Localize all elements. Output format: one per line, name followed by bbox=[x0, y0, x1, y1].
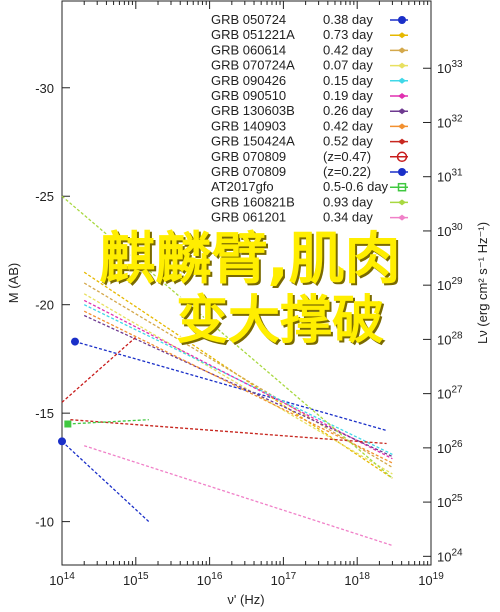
y-right-tick-label: 1031 bbox=[437, 168, 463, 185]
legend-swatch-marker bbox=[398, 123, 406, 130]
y-right-tick-label: 1033 bbox=[437, 59, 463, 76]
series-line bbox=[83, 271, 393, 479]
series-line bbox=[74, 340, 387, 432]
legend-label: GRB 051221A bbox=[211, 27, 295, 42]
y-axis-left-label: M (AB) bbox=[6, 263, 21, 303]
series-line bbox=[61, 336, 137, 403]
legend-value: 0.52 day bbox=[323, 134, 373, 149]
y-tick-label: -15 bbox=[35, 406, 54, 421]
x-axis-ticks: 1014 1015 1016 1017 1018 1019 bbox=[49, 1, 444, 588]
y-right-tick-label: 1026 bbox=[437, 439, 463, 456]
legend-swatch-marker bbox=[398, 214, 406, 221]
y-tick-label: -30 bbox=[35, 81, 54, 96]
x-tick-label: 1018 bbox=[344, 571, 370, 588]
y-right-tick-label: 1028 bbox=[437, 330, 463, 347]
x-tick-label: 1014 bbox=[49, 571, 75, 588]
legend-label: GRB 070809 bbox=[211, 164, 286, 179]
legend-swatch-marker bbox=[398, 138, 406, 145]
legend-label: GRB 090426 bbox=[211, 73, 286, 88]
y-tick-label: -10 bbox=[35, 515, 54, 530]
series-line bbox=[83, 445, 393, 547]
legend-swatch-marker bbox=[398, 32, 406, 39]
series-line bbox=[61, 195, 393, 479]
x-axis-label: ν' (Hz) bbox=[227, 592, 264, 607]
y-axis-right-label: Lν (erg cm² s⁻¹ Hz⁻¹) bbox=[475, 222, 490, 344]
x-tick-label: 1015 bbox=[123, 571, 149, 588]
series-line bbox=[83, 299, 393, 460]
y-right-tick-label: 1030 bbox=[437, 222, 463, 239]
series-line bbox=[67, 419, 149, 425]
legend-swatch-marker bbox=[398, 108, 406, 115]
series-line bbox=[83, 293, 393, 475]
legend-swatch-marker bbox=[398, 77, 406, 84]
series-line bbox=[61, 440, 150, 523]
y-axis-right-ticks: 1024 1025 1026 1027 1028 1029 1030 1031 1032 1033 bbox=[423, 59, 463, 564]
legend-value: 0.5-0.6 day bbox=[323, 179, 389, 194]
y-axis-left-ticks: -30 -25 -20 -15 -10 bbox=[35, 81, 70, 530]
legend: GRB 050724 0.38 day GRB 051221A 0.73 day GRB… bbox=[211, 12, 408, 225]
legend-value: 0.38 day bbox=[323, 12, 373, 27]
legend-label: GRB 070809 bbox=[211, 149, 286, 164]
legend-value: 0.19 day bbox=[323, 88, 373, 103]
y-right-tick-label: 1027 bbox=[437, 385, 463, 402]
series-marker bbox=[58, 437, 66, 446]
legend-label: GRB 090510 bbox=[211, 88, 286, 103]
legend-value: 0.42 day bbox=[323, 118, 373, 133]
legend-label: GRB 070724A bbox=[211, 58, 295, 73]
legend-value: (z=0.22) bbox=[323, 164, 371, 179]
legend-value: 0.15 day bbox=[323, 73, 373, 88]
plot-frame bbox=[61, 0, 432, 566]
legend-swatch-marker bbox=[398, 47, 406, 54]
legend-value: 0.73 day bbox=[323, 27, 373, 42]
series-line bbox=[70, 419, 387, 445]
y-right-tick-label: 1025 bbox=[437, 493, 463, 510]
legend-label: GRB 060614 bbox=[211, 42, 286, 57]
legend-swatch-marker bbox=[398, 168, 406, 176]
x-tick-label: 1019 bbox=[418, 571, 444, 588]
legend-label: GRB 140903 bbox=[211, 118, 286, 133]
legend-value: 0.26 day bbox=[323, 103, 373, 118]
legend-value: 0.34 day bbox=[323, 210, 373, 225]
legend-value: 0.93 day bbox=[323, 194, 373, 209]
legend-swatch-marker bbox=[398, 62, 406, 69]
legend-value: 0.07 day bbox=[323, 58, 373, 73]
legend-label: GRB 050724 bbox=[211, 12, 286, 27]
legend-swatch-marker bbox=[398, 16, 406, 24]
legend-value: 0.42 day bbox=[323, 42, 373, 57]
y-right-tick-label: 1024 bbox=[437, 547, 463, 564]
legend-swatch-marker bbox=[398, 199, 406, 206]
y-tick-label: -25 bbox=[35, 189, 54, 204]
legend-label: GRB 150424A bbox=[211, 134, 295, 149]
y-tick-label: -20 bbox=[35, 298, 54, 313]
legend-label: GRB 160821B bbox=[211, 194, 295, 209]
x-tick-label: 1016 bbox=[197, 571, 223, 588]
series-lines bbox=[58, 195, 393, 547]
legend-value: (z=0.47) bbox=[323, 149, 371, 164]
series-marker bbox=[70, 337, 79, 346]
x-tick-label: 1017 bbox=[271, 571, 297, 588]
y-right-tick-label: 1029 bbox=[437, 276, 463, 293]
legend-swatch-marker bbox=[398, 93, 406, 99]
series-line bbox=[83, 314, 393, 458]
series-marker bbox=[64, 420, 72, 428]
legend-label: AT2017gfo bbox=[211, 179, 274, 194]
legend-swatch-marker bbox=[397, 182, 407, 192]
series-line bbox=[83, 304, 393, 455]
legend-label: GRB 061201 bbox=[211, 210, 286, 225]
legend-label: GRB 130603B bbox=[211, 103, 295, 118]
series-line bbox=[83, 310, 393, 464]
y-right-tick-label: 1032 bbox=[437, 113, 463, 130]
